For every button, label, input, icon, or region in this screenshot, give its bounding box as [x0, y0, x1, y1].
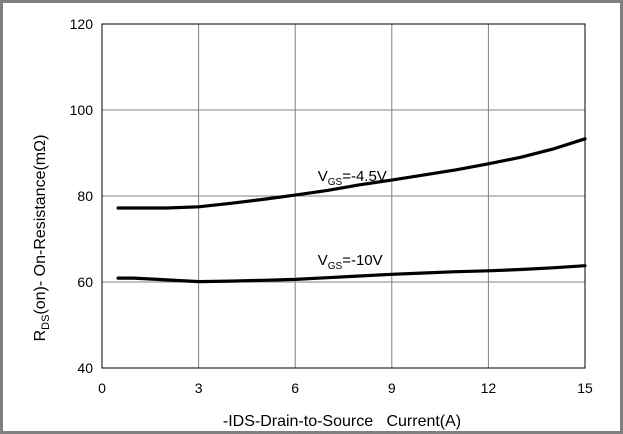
y-tick-label: 60: [77, 274, 93, 290]
x-axis-label: -IDS-Drain-to-Source Current(A): [223, 413, 461, 430]
series-label-main: V: [318, 252, 328, 269]
y-tick-label: 100: [70, 102, 94, 118]
series-line-1: [116, 264, 587, 284]
y-axis-label-sub: DS: [40, 315, 52, 330]
y-tick-label: 40: [77, 360, 93, 376]
series-label-sub: GS: [328, 177, 343, 188]
y-tick-labels: 40 60 80 100 120: [70, 16, 94, 376]
x-tick-labels: 0 3 6 9 12 15: [98, 380, 593, 396]
grid-lines: [101, 23, 586, 369]
x-tick-label: 15: [577, 380, 593, 396]
x-tick-label: 6: [291, 380, 299, 396]
x-tick-label: 9: [388, 380, 396, 396]
x-tick-label: 0: [98, 380, 106, 396]
series-line-0: [116, 137, 587, 210]
series-label-rest: =-4.5V: [342, 168, 387, 185]
y-tick-label: 80: [77, 188, 93, 204]
series-label-1: VGS=-10V: [318, 252, 383, 272]
y-axis-label-rest: (on)- On-Resistance(mΩ): [32, 135, 49, 315]
plot-area: [101, 23, 586, 369]
series-label-0: VGS=-4.5V: [318, 168, 387, 188]
series-label-rest: =-10V: [342, 252, 382, 269]
x-tick-label: 12: [481, 380, 497, 396]
y-tick-label: 120: [70, 16, 94, 32]
series-label-sub: GS: [328, 261, 343, 272]
y-axis-label: RDS(on)- On-Resistance(mΩ): [32, 135, 52, 342]
y-axis-label-main: R: [32, 330, 49, 342]
series-lines: [116, 137, 587, 284]
series-label-main: V: [318, 168, 328, 185]
x-tick-label: 3: [195, 380, 203, 396]
